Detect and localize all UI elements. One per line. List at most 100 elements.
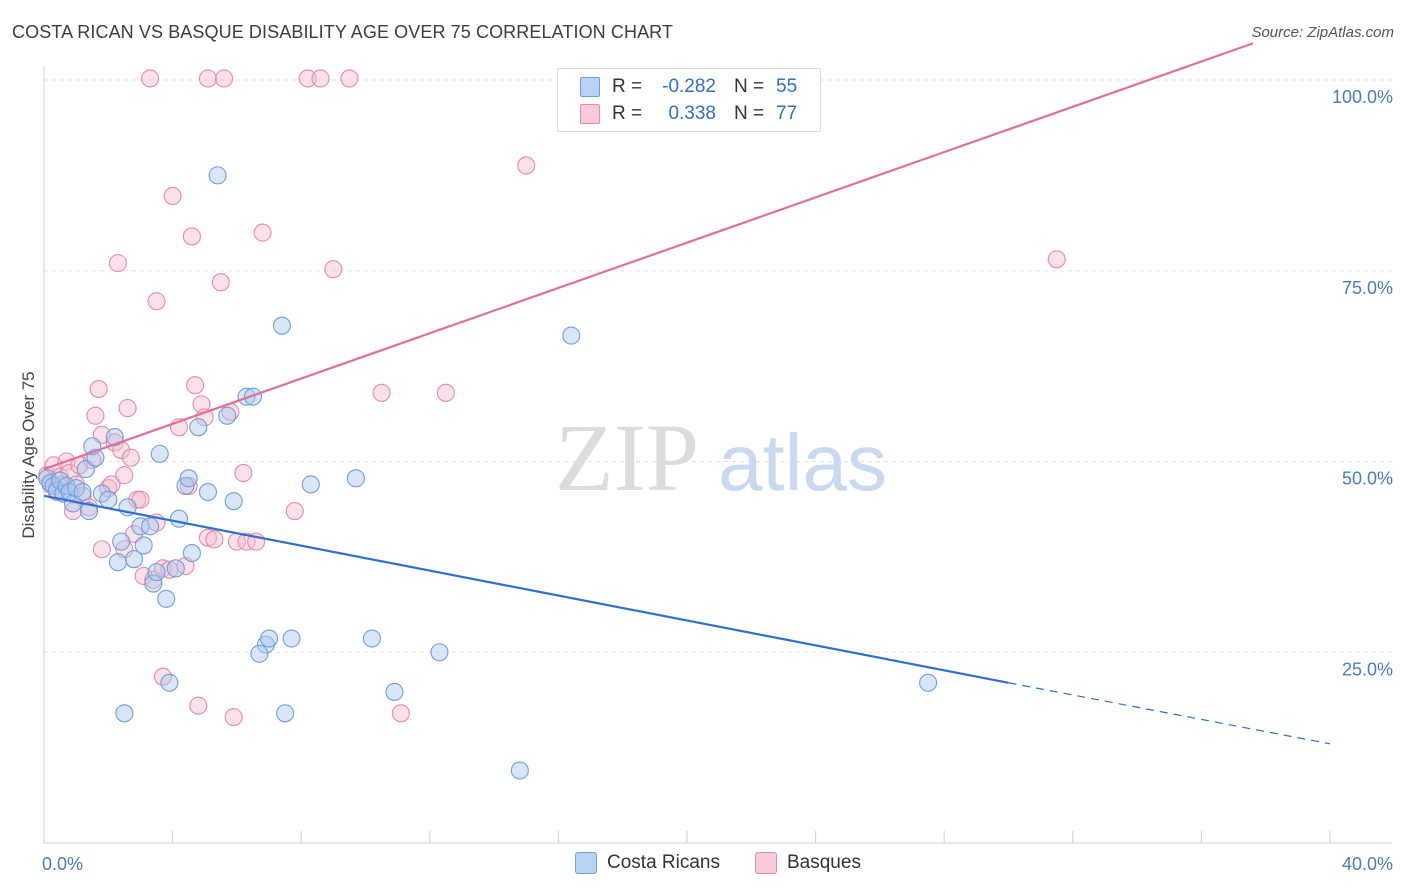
basques-point xyxy=(311,69,330,88)
basques-point xyxy=(186,376,205,395)
tick-labels: 25.0% 50.0% 75.0% 100.0% 0.0% 40.0% xyxy=(42,87,1393,874)
costa-ricans-point xyxy=(224,492,243,511)
costa-ricans-point xyxy=(272,316,291,335)
costa-ricans-point xyxy=(105,428,124,447)
basques-point xyxy=(198,69,218,88)
basques-n-value: 77 xyxy=(776,103,798,124)
r-label: R = xyxy=(612,76,643,97)
costa-ricans-point xyxy=(99,490,118,509)
costa-ricans-point xyxy=(189,418,208,437)
basques-point xyxy=(340,69,359,88)
y-tick-label: 25.0% xyxy=(1342,659,1393,679)
costa-ricans-point xyxy=(150,444,169,463)
costa-ricans-point xyxy=(346,469,365,488)
costa-ricans-point xyxy=(250,644,269,663)
x-tick-label: 40.0% xyxy=(1342,854,1393,874)
costa-ricans-point xyxy=(198,482,218,502)
basques-legend-label: Basques xyxy=(787,852,861,873)
correlation-legend: R = -0.282 N = 55 R = 0.338 N = 77 xyxy=(557,68,821,132)
costa-ricans-r-value: -0.282 xyxy=(662,76,716,97)
costa-ricans-n-value: 55 xyxy=(776,76,798,97)
basques-point xyxy=(214,69,234,88)
basques-point xyxy=(517,156,536,175)
costa-ricans-trend-line xyxy=(43,494,1009,684)
costa-ricans-point xyxy=(562,326,581,345)
basques-point xyxy=(324,260,343,279)
costa-ricans-point xyxy=(144,574,163,593)
n-label: N = xyxy=(734,103,765,124)
costa-ricans-point xyxy=(259,629,279,648)
basques-point xyxy=(234,463,253,482)
basques-point xyxy=(285,502,304,521)
costa-ricans-point xyxy=(115,704,134,723)
basques-point xyxy=(163,186,182,206)
axes xyxy=(43,66,1392,844)
source-label: Source: ZipAtlas.com xyxy=(1251,24,1394,41)
legend-item-basques: Basques xyxy=(755,852,861,874)
legend-item-costa-ricans: Costa Ricans xyxy=(575,852,720,874)
basques-point xyxy=(89,379,108,399)
costa-ricans-point xyxy=(182,544,201,563)
y-tick-label: 75.0% xyxy=(1342,278,1393,298)
basques-point xyxy=(298,69,317,88)
chart-title: COSTA RICAN VS BASQUE DISABILITY AGE OVE… xyxy=(12,22,674,42)
basques-point xyxy=(182,227,201,246)
costa-ricans-point xyxy=(385,682,404,701)
costa-ricans-point xyxy=(510,761,529,780)
costa-ricans-point xyxy=(73,482,92,502)
legend-row-costa-ricans: R = -0.282 N = 55 xyxy=(580,75,797,99)
basques-legend-swatch xyxy=(755,852,777,874)
costa-ricans-point xyxy=(276,704,295,723)
costa-ricans-legend-label: Costa Ricans xyxy=(607,852,720,873)
basques-point xyxy=(118,399,137,418)
basques-swatch xyxy=(580,104,600,124)
watermark-atlas: atlas xyxy=(718,418,887,507)
costa-ricans-point xyxy=(430,643,449,662)
basques-point xyxy=(141,69,160,88)
basques-point xyxy=(205,530,224,549)
costa-ricans-point xyxy=(112,532,131,551)
costa-ricans-point xyxy=(218,406,237,425)
basques-point xyxy=(86,406,105,425)
basques-point xyxy=(372,383,391,402)
costa-ricans-point xyxy=(301,475,320,494)
basques-point xyxy=(198,528,218,547)
costa-ricans-point xyxy=(79,502,99,521)
watermark: ZIP atlas xyxy=(555,404,887,511)
costa-ricans-point xyxy=(160,673,179,692)
costa-ricans-point xyxy=(147,563,166,582)
basques-point xyxy=(108,254,127,273)
series-costa-ricans-points xyxy=(38,166,938,780)
series-basques-points xyxy=(38,69,1066,727)
y-tick-label: 100.0% xyxy=(1332,87,1393,107)
basques-point xyxy=(147,292,166,311)
basques-point xyxy=(102,475,121,494)
basques-point xyxy=(253,223,272,242)
basques-point xyxy=(224,708,243,727)
trend-lines xyxy=(43,42,1331,745)
costa-ricans-point xyxy=(157,589,176,608)
costa-ricans-point xyxy=(208,166,227,185)
basques-r-value: 0.338 xyxy=(668,103,716,124)
costa-ricans-point xyxy=(124,550,144,569)
costa-ricans-point xyxy=(919,673,938,692)
costa-ricans-point xyxy=(282,629,301,648)
costa-ricans-point xyxy=(169,509,189,528)
costa-ricans-point xyxy=(179,469,198,488)
series-legend: Costa Ricans Basques xyxy=(0,852,1406,878)
costa-ricans-point xyxy=(362,629,381,648)
basques-point xyxy=(436,383,455,402)
costa-ricans-point xyxy=(166,559,185,578)
watermark-zip: ZIP xyxy=(555,404,699,511)
costa-ricans-point xyxy=(108,553,127,572)
y-tick-label: 50.0% xyxy=(1342,469,1393,489)
r-label: R = xyxy=(612,103,643,124)
gridlines xyxy=(44,79,1392,653)
basques-point xyxy=(211,273,230,292)
basques-trend-line xyxy=(43,42,1254,471)
basques-point xyxy=(121,448,140,467)
legend-row-basques: R = 0.338 N = 77 xyxy=(580,102,797,126)
basques-point xyxy=(237,532,256,551)
y-axis-label: Disability Age Over 75 xyxy=(19,371,38,538)
